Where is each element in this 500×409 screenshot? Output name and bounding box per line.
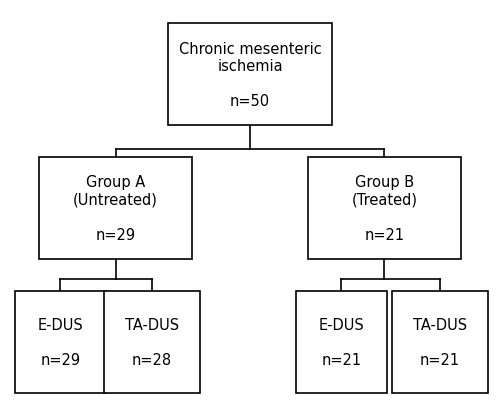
FancyBboxPatch shape <box>308 157 461 259</box>
FancyBboxPatch shape <box>104 291 200 393</box>
Text: TA-DUS

n=21: TA-DUS n=21 <box>412 317 467 367</box>
FancyBboxPatch shape <box>15 291 106 393</box>
FancyBboxPatch shape <box>392 291 488 393</box>
FancyBboxPatch shape <box>39 157 192 259</box>
Text: TA-DUS

n=28: TA-DUS n=28 <box>124 317 178 367</box>
Text: E-DUS

n=29: E-DUS n=29 <box>38 317 84 367</box>
FancyBboxPatch shape <box>296 291 387 393</box>
FancyBboxPatch shape <box>168 24 332 126</box>
Text: E-DUS

n=21: E-DUS n=21 <box>318 317 364 367</box>
Text: Group B
(Treated)

n=21: Group B (Treated) n=21 <box>352 175 418 242</box>
Text: Group A
(Untreated)

n=29: Group A (Untreated) n=29 <box>73 175 158 242</box>
Text: Chronic mesenteric
ischemia

n=50: Chronic mesenteric ischemia n=50 <box>178 41 322 108</box>
